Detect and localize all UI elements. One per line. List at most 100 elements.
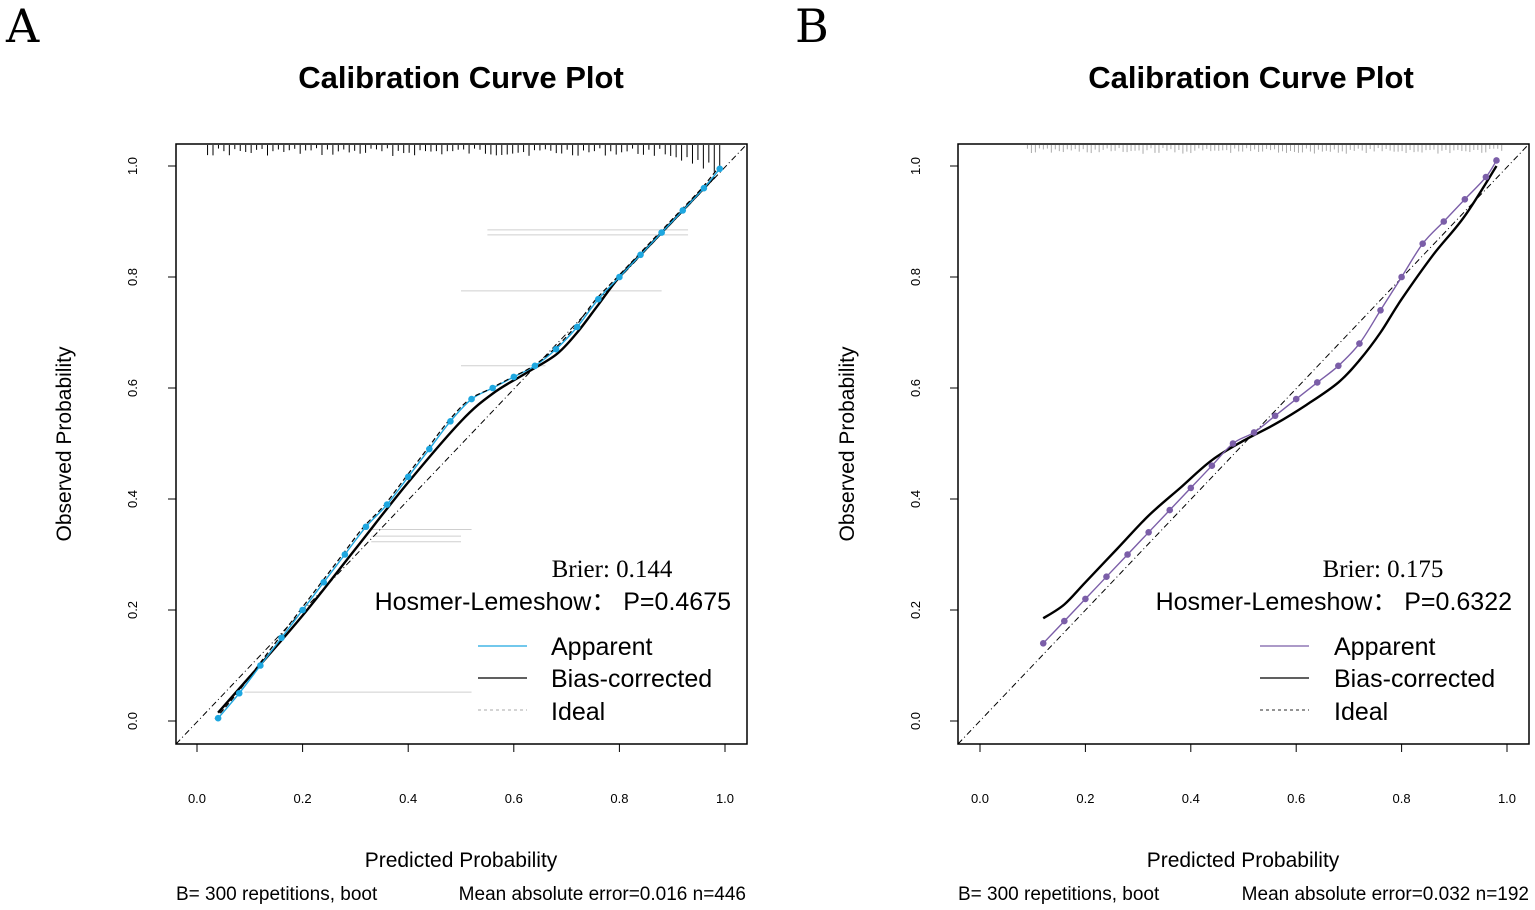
y-tick-label: 1.0 [908, 157, 923, 175]
y-tick-label: 0.0 [125, 712, 140, 730]
legend-ideal-a: Ideal [551, 698, 605, 726]
apparent-point [235, 689, 243, 697]
rug-b [1026, 145, 1503, 154]
footer-mae-a: Mean absolute error=0.016 n=446 [459, 884, 746, 905]
x-tick-label: 0.8 [610, 791, 628, 806]
y-tick-label: 0.6 [125, 379, 140, 397]
x-tick-label: 0.2 [294, 791, 312, 806]
apparent-point [299, 606, 306, 614]
apparent-point [1377, 307, 1384, 314]
legend-bias-corrected-a: Bias-corrected [551, 665, 712, 693]
panel-b: B Calibration Curve Plot 0.0 0.2 0.4 0.6 0.8… [795, 0, 1530, 905]
legend-apparent-b: Apparent [1334, 633, 1436, 661]
x-tick-label: 1.0 [716, 791, 734, 806]
panel-a: A Calibration Curve Plot 0.0 0.2 0.4 0.6 0.8… [5, 0, 748, 905]
apparent-point [1187, 484, 1195, 492]
x-axis-label-b: Predicted Probability [1147, 849, 1340, 872]
apparent-point [531, 362, 539, 370]
bias-corrected-line [1042, 165, 1498, 620]
ideal-line [957, 143, 1530, 745]
chart-title-a: Calibration Curve Plot [298, 60, 624, 95]
x-tick-label: 0.4 [399, 791, 417, 806]
y-axis-label-a: Observed Probability [53, 346, 76, 541]
x-tick-label: 0.0 [188, 791, 206, 806]
x-tick-label: 1.0 [1498, 791, 1516, 806]
series-b [957, 143, 1530, 745]
apparent-point [278, 634, 285, 642]
y-tick-label: 0.2 [125, 601, 140, 619]
x-tick-label: 0.6 [505, 791, 523, 806]
apparent-point [552, 345, 560, 353]
y-axis-label-b: Observed Probability [836, 346, 859, 541]
brier-score-a: Brier: 0.144 [552, 556, 673, 583]
x-tick-label: 0.4 [1182, 791, 1200, 806]
apparent-point [1145, 529, 1152, 536]
series-a [175, 143, 748, 745]
y-tick-label: 1.0 [125, 157, 140, 175]
apparent-point [1271, 412, 1279, 420]
plot-frame-b [957, 143, 1530, 745]
apparent-point [362, 523, 370, 531]
apparent-point [1166, 506, 1174, 514]
apparent-point [1229, 440, 1237, 447]
apparent-point [447, 418, 454, 425]
apparent-point [214, 714, 222, 722]
apparent-point [1250, 429, 1258, 436]
apparent-point [1082, 595, 1089, 603]
apparent-point [1482, 173, 1490, 181]
apparent-point [257, 662, 264, 669]
legend-a: Apparent Bias-corrected Ideal [478, 633, 712, 726]
apparent-point [1061, 617, 1068, 625]
apparent-point [1440, 218, 1448, 225]
chart-title-b: Calibration Curve Plot [1088, 60, 1414, 95]
y-tick-label: 0.8 [125, 268, 140, 286]
apparent-point [341, 551, 349, 558]
y-tick-label: 0.2 [908, 601, 923, 619]
apparent-point [594, 295, 602, 303]
apparent-point [573, 323, 581, 331]
apparent-point [616, 273, 623, 281]
hosmer-lemeshow-b: Hosmer-Lemeshow： P=0.6322 [1156, 588, 1512, 616]
apparent-point [1292, 395, 1300, 403]
apparent-point [1335, 362, 1342, 370]
rug-a [207, 145, 721, 172]
apparent-point [426, 445, 433, 453]
apparent-point [1419, 240, 1426, 247]
apparent-point [1103, 573, 1110, 580]
x-tick-label: 0.8 [1393, 791, 1411, 806]
apparent-point [637, 251, 644, 259]
legend-b: Apparent Bias-corrected Ideal [1260, 633, 1495, 726]
footer-mae-b: Mean absolute error=0.032 n=192 [1242, 884, 1529, 905]
legend-apparent-a: Apparent [551, 633, 653, 661]
apparent-point [1398, 273, 1405, 281]
y-tick-label: 0.6 [908, 379, 923, 397]
apparent-point [658, 229, 665, 236]
y-tick-label: 0.8 [908, 268, 923, 286]
hosmer-lemeshow-a: Hosmer-Lemeshow： P=0.4675 [375, 588, 731, 616]
x-tick-label: 0.0 [971, 791, 989, 806]
apparent-point [1461, 196, 1469, 203]
footer-repetitions-b: B= 300 repetitions, boot [958, 884, 1160, 905]
footer-repetitions-a: B= 300 repetitions, boot [176, 884, 378, 905]
apparent-point [383, 501, 391, 508]
apparent-point [1039, 640, 1047, 647]
apparent-point [404, 473, 412, 481]
apparent-point [1208, 462, 1216, 470]
y-tick-label: 0.4 [908, 490, 923, 508]
apparent-point [468, 395, 475, 403]
error-bars-a [244, 229, 689, 693]
apparent-point [510, 373, 518, 381]
apparent-point [700, 184, 708, 192]
legend-bias-corrected-b: Bias-corrected [1334, 665, 1495, 693]
apparent-point [1356, 340, 1363, 347]
x-axis-b: 0.0 0.2 0.4 0.6 0.8 1.0 [971, 744, 1516, 806]
brier-score-b: Brier: 0.175 [1323, 556, 1444, 583]
apparent-point [1124, 551, 1131, 558]
panel-letter-b: B [795, 0, 829, 53]
apparent-point [489, 384, 496, 392]
x-axis-a: 0.0 0.2 0.4 0.6 0.8 1.0 [188, 744, 734, 806]
y-tick-label: 0.0 [908, 712, 923, 730]
x-axis-label-a: Predicted Probability [365, 849, 558, 872]
x-tick-label: 0.6 [1287, 791, 1305, 806]
